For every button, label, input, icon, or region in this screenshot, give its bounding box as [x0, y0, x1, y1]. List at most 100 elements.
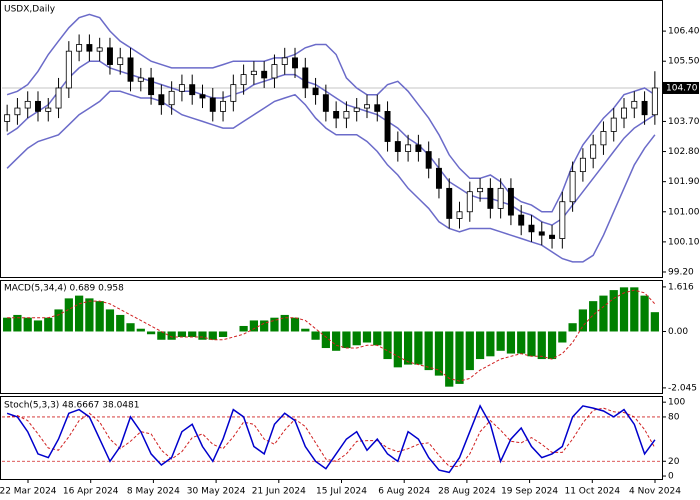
candle-body: [466, 191, 473, 213]
candle-body: [538, 231, 545, 236]
macd-bar: [383, 331, 392, 360]
y-tick-label: 0.00: [668, 327, 688, 337]
candle-body: [374, 104, 381, 112]
macd-bar: [342, 331, 351, 349]
macd-bar: [23, 317, 32, 332]
macd-bar: [177, 331, 187, 337]
x-tick-label: 15 Jul 2024: [316, 487, 367, 497]
candle-body: [487, 187, 494, 209]
macd-bar: [218, 331, 228, 337]
candle-body: [651, 87, 658, 116]
macd-bar: [599, 295, 608, 332]
macd-bar: [136, 328, 145, 332]
candle-body: [240, 74, 247, 86]
candle-body: [569, 171, 576, 203]
candle-body: [394, 141, 401, 152]
chart-title: USDX,Daily: [4, 5, 56, 15]
candle-body: [189, 84, 196, 96]
macd-bar: [301, 328, 310, 332]
macd-bar: [640, 295, 649, 332]
macd-bar: [568, 323, 577, 332]
macd-bar: [198, 331, 207, 340]
candle-body: [35, 100, 41, 112]
stoch-title: Stoch(5,3,3) 48.6667 38.0481: [4, 401, 139, 411]
indicator-line: [6, 404, 656, 474]
candle-body: [425, 151, 432, 169]
macd-bar: [54, 309, 63, 332]
x-tick-label: 28 Aug 2024: [438, 487, 496, 497]
candle-body: [65, 50, 72, 89]
indicator-line: [7, 289, 656, 382]
y-tick-label: 99.20: [668, 267, 694, 277]
last-price-label: 104.70: [666, 83, 698, 93]
last-price-box: [663, 81, 699, 94]
macd-bar: [424, 331, 433, 371]
macd-bar: [74, 295, 84, 332]
candle-body: [230, 84, 237, 102]
candle-body: [168, 90, 175, 106]
candle-body: [158, 94, 165, 106]
candle-body: [405, 144, 412, 152]
candle-body: [24, 100, 31, 109]
candle-body: [518, 214, 525, 226]
candle-body: [86, 44, 93, 52]
y-tick-label: 101.00: [668, 207, 700, 217]
indicator-line: [6, 60, 656, 226]
candle-body: [292, 57, 298, 69]
candle-body: [435, 167, 442, 189]
candle-body: [333, 111, 340, 119]
macd-bar: [373, 331, 382, 346]
macd-bar: [64, 298, 73, 332]
macd-panel: [0, 280, 663, 394]
macd-bar: [609, 290, 618, 332]
x-tick-label: 4 Nov 2024: [629, 487, 681, 497]
price-panel: [0, 0, 663, 278]
macd-bar: [455, 331, 464, 384]
candle-body: [384, 111, 391, 142]
macd-bar: [13, 314, 22, 332]
x-tick-label: 22 Mar 2024: [0, 487, 57, 497]
x-tick-label: 16 Apr 2024: [63, 487, 119, 497]
macd-bar: [547, 331, 557, 360]
candle-body: [250, 70, 257, 76]
macd-bar: [506, 331, 516, 354]
stoch-panel: [0, 396, 663, 480]
macd-bar: [3, 317, 12, 332]
candle-body: [199, 94, 206, 99]
y-tick-label: 101.90: [668, 177, 700, 187]
candle-body: [477, 187, 484, 193]
y-tick-label: 106.40: [668, 27, 700, 37]
y-tick-label: 20: [668, 457, 680, 467]
candle-body: [127, 57, 134, 82]
candle-body: [302, 67, 309, 89]
macd-bar: [558, 331, 567, 343]
y-tick-label: -2.045: [668, 383, 697, 393]
macd-bar: [188, 331, 197, 337]
candle-body: [14, 107, 21, 116]
macd-bar: [352, 331, 361, 346]
macd-bar: [126, 323, 135, 332]
candle-body: [55, 87, 62, 109]
candle-body: [549, 234, 556, 239]
candle-body: [456, 211, 463, 219]
macd-bar: [527, 331, 536, 357]
macd-bar: [465, 331, 474, 371]
candle-body: [631, 100, 638, 109]
y-tick-label: 100.10: [668, 237, 700, 247]
x-tick-label: 6 Aug 2024: [378, 487, 430, 497]
candle-body: [261, 70, 268, 79]
macd-bar: [33, 320, 43, 332]
macd-bar: [260, 320, 269, 332]
y-tick-label: 102.80: [668, 147, 700, 157]
candle-body: [415, 144, 422, 152]
y-tick-label: 1.616: [668, 282, 694, 292]
y-tick-label: 80: [668, 412, 680, 422]
candle-body: [148, 77, 155, 96]
candle-body: [281, 57, 288, 65]
macd-bar: [650, 312, 659, 332]
macd-bar: [445, 331, 454, 387]
y-tick-label: 103.70: [668, 117, 700, 127]
candle-body: [507, 187, 514, 216]
macd-bar: [403, 331, 413, 365]
